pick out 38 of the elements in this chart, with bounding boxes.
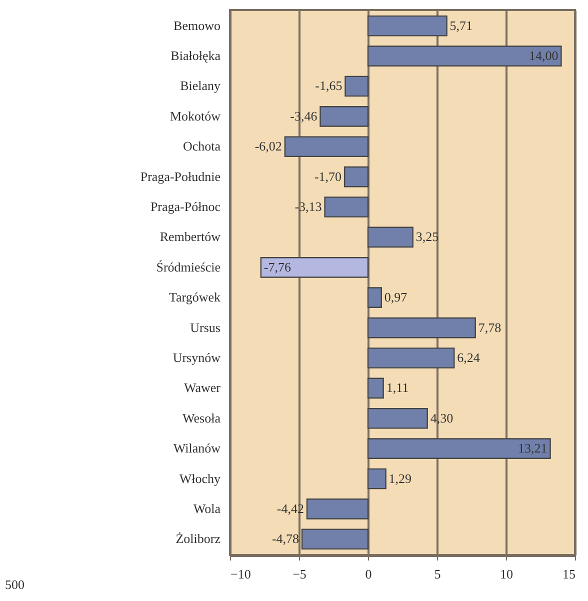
data-label: -1,70: [314, 168, 342, 184]
y-tick-label: Wawer: [184, 380, 222, 396]
y-tick-label: Wilanów: [173, 440, 222, 456]
data-label: 0,97: [384, 290, 408, 305]
y-tick-label: Bemowo: [174, 18, 220, 33]
data-label: 7,78: [478, 320, 502, 335]
y-tick-label: Ursynów: [172, 350, 222, 365]
x-tick-label: 5: [434, 566, 441, 582]
y-tick-label: Wesoła: [182, 410, 221, 426]
y-tick-label: Włochy: [179, 470, 221, 486]
x-tick-label: −5: [292, 566, 306, 582]
y-tick-label: Żoliborz: [176, 531, 221, 546]
data-label: 14,00: [528, 48, 558, 64]
y-tick-label: Wola: [193, 500, 221, 516]
y-tick-label: Ochota: [182, 138, 221, 154]
data-label: -1,65: [315, 78, 342, 94]
data-label: 1,29: [388, 470, 412, 486]
data-label: 5,71: [450, 18, 473, 33]
x-tick-label: 10: [500, 566, 513, 582]
data-label: -7,76: [264, 259, 292, 274]
y-tick-label: Ursus: [190, 320, 220, 335]
y-tick-label: Mokotów: [170, 108, 222, 124]
data-label: -4,78: [272, 531, 300, 546]
y-tick-label: Rembertów: [160, 229, 222, 244]
data-label: 1,11: [386, 380, 409, 396]
x-tick-label: 0: [365, 566, 372, 582]
x-tick-label: 15: [562, 566, 576, 582]
data-label: -6,02: [254, 138, 282, 154]
x-tick-label: −10: [230, 566, 251, 582]
text: 500: [5, 577, 24, 592]
y-tick-label: Targówek: [168, 290, 221, 305]
y-tick-label: Praga-Północ: [150, 199, 221, 214]
y-tick-label: Bielany: [180, 78, 221, 94]
y-tick-label: Białołęka: [170, 48, 221, 64]
data-label: 13,21: [518, 440, 548, 456]
y-tick-label: Śródmieście: [156, 259, 221, 274]
data-label: 6,24: [457, 350, 480, 365]
y-tick-label: Praga-Południe: [140, 168, 221, 184]
